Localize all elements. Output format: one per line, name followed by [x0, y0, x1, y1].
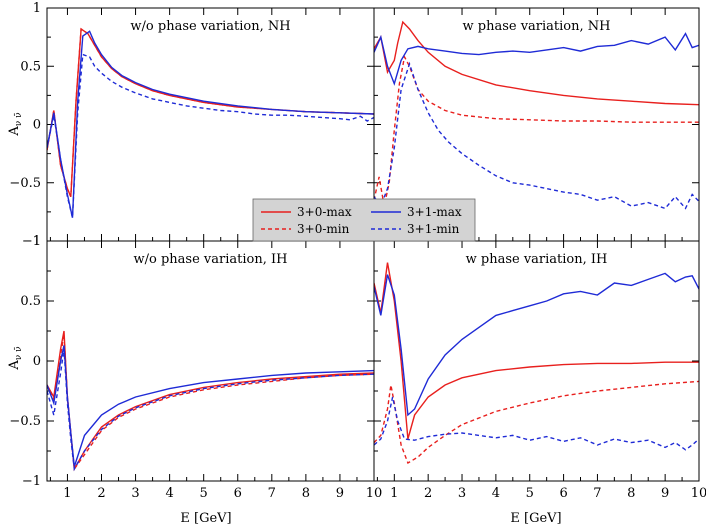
y-tick-label: 1	[33, 234, 41, 249]
series-line-3+1-min	[47, 348, 374, 472]
y-tick-label: 0	[33, 118, 41, 133]
x-tick-label: 6	[559, 486, 567, 501]
x-tick-label: 10	[366, 486, 383, 501]
panel-title: w phase variation, NH	[463, 19, 611, 34]
panel-title: w/o phase variation, IH	[134, 252, 288, 267]
x-tick-label: 3	[458, 486, 466, 501]
y-axis-label-bottom: Aν ν̄	[7, 346, 24, 370]
x-tick-label: 2	[424, 486, 432, 501]
panel-4: 1 2 3 4 5 6 7 8 9 10 w phase variation, IH	[373, 240, 706, 501]
panel-2: w phase variation, NH	[373, 7, 700, 242]
x-tick-label: 4	[165, 486, 173, 501]
x-tick-label: 7	[268, 486, 276, 501]
panel-frame	[46, 240, 375, 482]
panel-3: 1 2 3 4 5 6 7 8 9 10 −1 −0.5 0 0.5 1 w/o phase variatio…	[9, 234, 382, 501]
y-axis-label-top: Aν ν̄	[7, 112, 24, 136]
x-axis-label-left: E [GeV]	[180, 511, 231, 526]
y-tick-label: 0.5	[20, 59, 41, 74]
x-tick-label: 8	[627, 486, 635, 501]
series-line-3+1-max	[47, 345, 374, 467]
y-tick-label: −1	[22, 474, 41, 489]
x-tick-label: 2	[97, 486, 105, 501]
legend-label: 3+0-min	[297, 222, 350, 236]
x-tick-label: 5	[526, 486, 534, 501]
series-line-3+0-min	[47, 334, 374, 471]
x-tick-label: 5	[200, 486, 208, 501]
legend-label: 3+1-max	[407, 205, 462, 219]
legend-box	[252, 198, 476, 242]
x-tick-label: 7	[593, 486, 601, 501]
x-tick-label: 9	[661, 486, 669, 501]
series-line-3+1-max	[374, 32, 699, 86]
panel-title: w phase variation, IH	[466, 252, 608, 267]
series-line-3+0-max	[374, 20, 699, 106]
series-line-3+1-min	[374, 396, 699, 451]
x-tick-label: 3	[131, 486, 139, 501]
series-line-3+1-min	[374, 61, 699, 210]
y-tick-label: 0.5	[20, 294, 41, 309]
legend-label: 3+1-min	[407, 222, 460, 236]
series-line-3+1-min	[47, 53, 374, 218]
series-line-3+0-min	[47, 27, 374, 197]
x-axis-label-right: E [GeV]	[510, 511, 561, 526]
legend-label: 3+0-max	[297, 205, 352, 219]
x-tick-label: 6	[234, 486, 242, 501]
axis-labels: Aν ν̄ Aν ν̄ E [GeV] E [GeV]	[7, 112, 562, 526]
x-tick-label: 1	[63, 486, 71, 501]
x-tick-label: 10	[691, 486, 706, 501]
series-line-3+0-min	[374, 54, 699, 207]
panel-title: w/o phase variation, NH	[130, 19, 290, 34]
y-tick-label: −1	[22, 234, 41, 249]
series-line-3+0-max	[47, 330, 374, 472]
y-tick-label: 1	[33, 1, 41, 16]
x-tick-label: 8	[302, 486, 310, 501]
series-line-3+0-min	[374, 380, 699, 465]
panels: −1 −0.5 0 0.5 1 w/o phase variation, NH w phas…	[9, 1, 706, 501]
legend: 3+0-max 3+0-min 3+1-max 3+1-min	[252, 198, 476, 242]
series-line-3+1-max	[374, 272, 699, 417]
panel-frame	[373, 240, 700, 482]
series-line-3+0-max	[374, 262, 699, 440]
y-tick-label: 0	[33, 354, 41, 369]
series-line-3+1-max	[47, 30, 374, 218]
x-tick-label: 1	[390, 486, 398, 501]
y-tick-label: −0.5	[9, 414, 41, 429]
y-tick-label: −0.5	[9, 176, 41, 191]
x-tick-label: 4	[492, 486, 500, 501]
x-tick-label: 9	[336, 486, 344, 501]
